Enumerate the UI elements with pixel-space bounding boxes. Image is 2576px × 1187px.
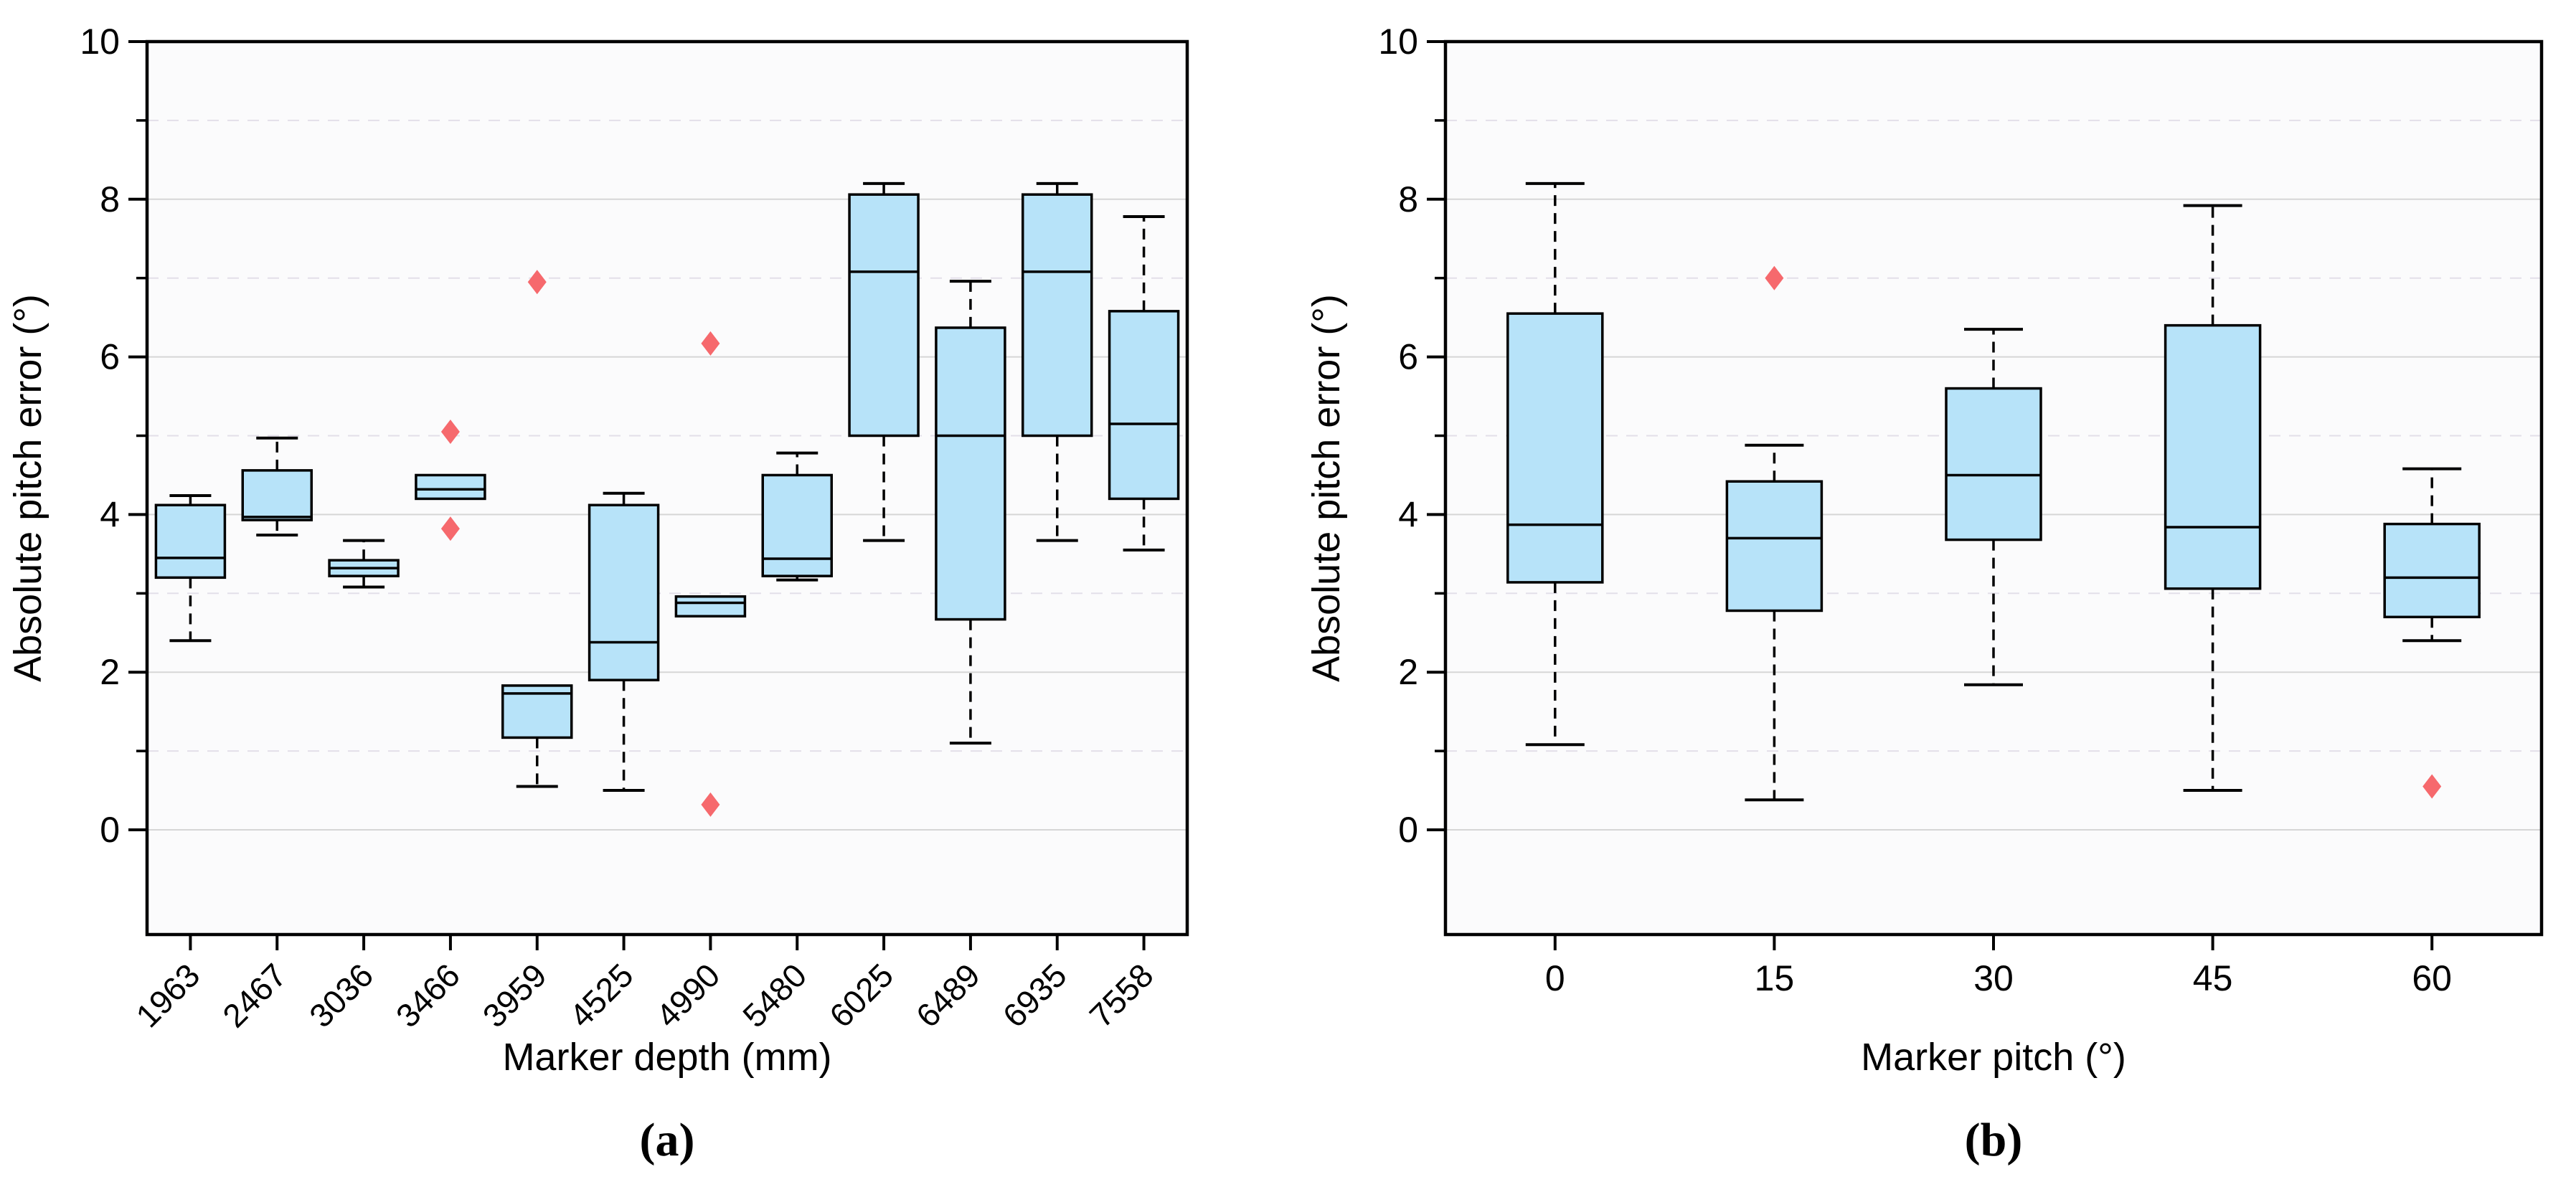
box-30 — [1945, 328, 2042, 686]
iqr-box — [1945, 387, 2042, 542]
iqr-box — [154, 503, 227, 580]
iqr-box — [588, 503, 660, 681]
x-tick-label: 3036 — [302, 956, 380, 1034]
x-tick-label: 4525 — [562, 956, 641, 1034]
x-tick-label: 6935 — [996, 956, 1074, 1034]
x-tick-label: 0 — [1545, 958, 1565, 998]
y-tick-label: 2 — [1398, 652, 1418, 692]
iqr-box — [1022, 193, 1093, 438]
outlier-diamond — [1765, 265, 1784, 290]
iqr-box — [848, 193, 920, 438]
y-tick-label: 0 — [100, 810, 120, 850]
box-3036 — [328, 539, 400, 589]
box-60 — [2383, 467, 2481, 799]
box-6489 — [935, 280, 1006, 745]
y-tick-label: 10 — [80, 22, 120, 62]
x-tick-label: 6489 — [909, 956, 987, 1034]
box-15 — [1725, 265, 1824, 802]
outlier-diamond — [2422, 774, 2442, 799]
plot-area — [147, 42, 1187, 935]
box-6935 — [1022, 181, 1093, 542]
iqr-box — [241, 469, 313, 521]
box-5480 — [761, 451, 833, 582]
box-7558 — [1108, 214, 1180, 552]
iqr-box — [2164, 323, 2262, 590]
iqr-box — [1506, 312, 1604, 584]
iqr-box — [2383, 522, 2481, 619]
x-tick-label: 2467 — [215, 956, 293, 1034]
box-45 — [2164, 204, 2262, 793]
y-tick-label: 0 — [1398, 810, 1418, 850]
x-tick-label: 45 — [2193, 958, 2233, 998]
x-tick-label: 1963 — [128, 956, 207, 1034]
iqr-box — [935, 326, 1006, 621]
outlier-diamond — [701, 792, 720, 817]
x-tick-label: 15 — [1755, 958, 1795, 998]
y-axis-title: Absolute pitch error (°) — [1305, 294, 1348, 682]
iqr-box — [1108, 310, 1180, 501]
box-1963 — [154, 494, 227, 643]
x-tick-label: 6025 — [822, 956, 900, 1034]
iqr-box — [1725, 480, 1824, 613]
y-tick-label: 6 — [1398, 337, 1418, 377]
x-tick-label: 5480 — [735, 956, 813, 1034]
x-tick-label: 30 — [1973, 958, 2014, 998]
box-4990 — [674, 331, 747, 817]
x-tick-label: 60 — [2412, 958, 2452, 998]
x-tick-label: 3959 — [476, 956, 554, 1034]
x-axis-title: Marker pitch (°) — [1861, 1036, 2126, 1079]
y-tick-label: 2 — [100, 652, 120, 692]
caption-panel-b: (b) — [1964, 1114, 2023, 1166]
y-tick-label: 10 — [1378, 22, 1418, 62]
y-tick-label: 6 — [100, 337, 120, 377]
box-6025 — [848, 181, 920, 542]
outlier-diamond — [440, 516, 460, 542]
box-4525 — [588, 491, 660, 793]
iqr-box — [415, 473, 486, 501]
outlier-diamond — [701, 331, 720, 356]
box-3466 — [415, 420, 486, 542]
iqr-box — [761, 473, 833, 577]
caption-panel-a: (a) — [639, 1114, 695, 1166]
box-0 — [1506, 181, 1604, 747]
y-axis-title: Absolute pitch error (°) — [6, 294, 49, 682]
y-tick-label: 4 — [1398, 494, 1418, 534]
x-tick-label: 3466 — [389, 956, 467, 1034]
outlier-diamond — [440, 420, 460, 445]
x-tick-label: 4990 — [648, 956, 727, 1034]
y-tick-label: 8 — [100, 179, 120, 219]
panel-b: 0 2 4 6 8 10 0 15 30 45 60 Marker pitch (°) Absolute… — [1305, 22, 2544, 1079]
box-3959 — [501, 270, 573, 788]
y-tick-label: 8 — [1398, 179, 1418, 219]
box-2467 — [241, 436, 313, 536]
iqr-box — [674, 595, 747, 618]
outlier-diamond — [527, 270, 547, 295]
y-tick-label: 4 — [100, 494, 120, 534]
axes-spines — [145, 39, 1189, 937]
x-axis-title: Marker depth (mm) — [502, 1036, 831, 1079]
x-tick-label: 7558 — [1082, 956, 1161, 1034]
